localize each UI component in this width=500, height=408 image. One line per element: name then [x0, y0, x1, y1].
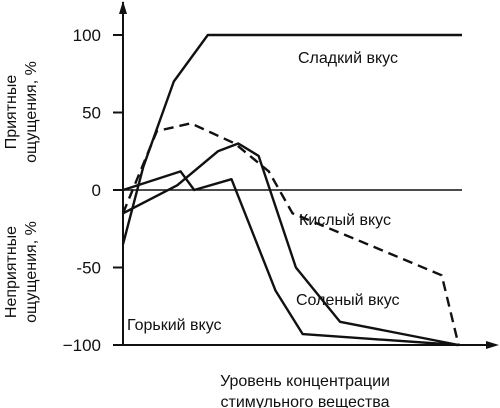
y-axis-arrow-icon — [119, 1, 127, 14]
x-axis-arrow-icon — [486, 341, 499, 349]
series-line — [121, 33, 462, 245]
y-axis-label: ощущения, % — [23, 221, 40, 323]
series-lines — [121, 33, 462, 347]
series-label: Соленый вкус — [296, 292, 400, 309]
series-label: Горький вкус — [127, 317, 222, 334]
y-tick-label: 0 — [92, 181, 101, 200]
y-axis-label: ощущения, % — [23, 61, 40, 163]
axes — [119, 1, 499, 349]
axis-titles: Уровень концентрации стимульного вещества… — [3, 61, 390, 408]
y-tick-label: −100 — [63, 336, 101, 355]
series-line — [122, 170, 459, 347]
y-tick-label: -50 — [76, 259, 101, 278]
series-labels: Сладкий вкус Кислый вкус Соленый вкус Горьк… — [127, 50, 400, 334]
series-line — [122, 142, 459, 347]
x-axis-label: стимульного вещества — [221, 394, 390, 408]
y-axis-label: Приятные — [3, 75, 20, 150]
y-ticks: 100 50 0 -50 −100 — [63, 26, 123, 355]
y-tick-label: 100 — [73, 26, 101, 45]
y-tick-label: 50 — [82, 104, 101, 123]
series-label: Сладкий вкус — [298, 50, 398, 67]
series-label: Кислый вкус — [299, 212, 391, 229]
series-line — [121, 122, 460, 346]
y-axis-label: Неприятные — [3, 226, 20, 318]
x-axis-label: Уровень концентрации — [220, 373, 390, 390]
